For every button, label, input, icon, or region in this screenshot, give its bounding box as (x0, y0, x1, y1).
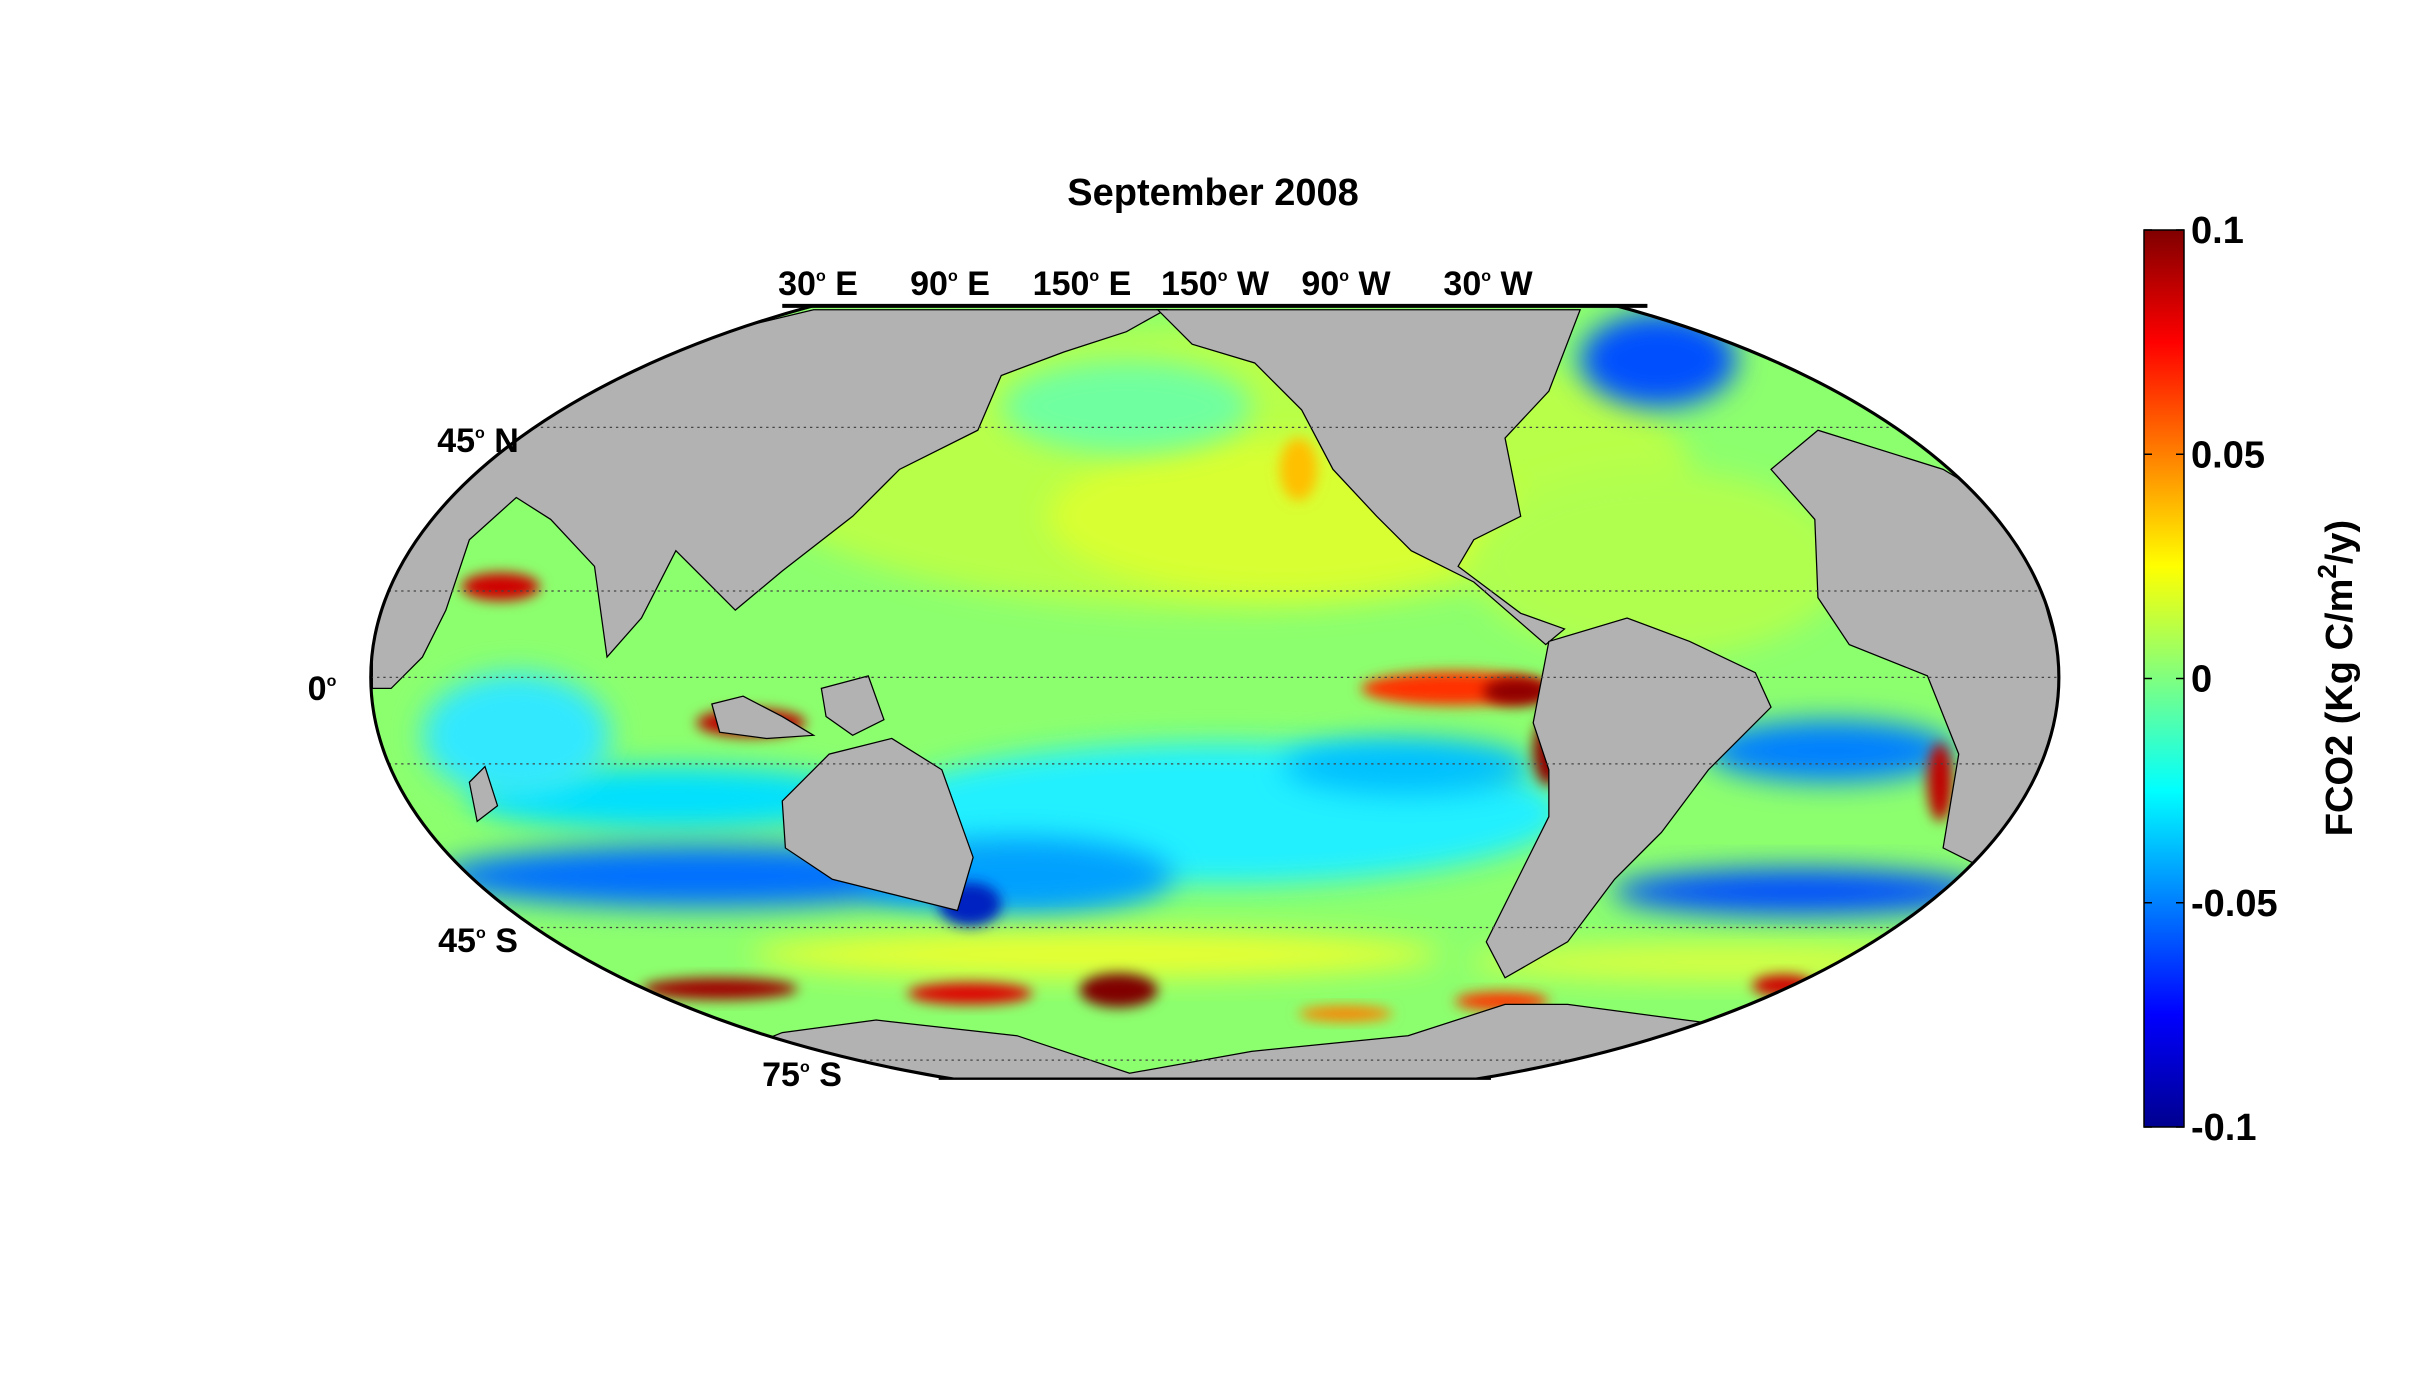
flux-hotspot (907, 982, 1033, 1005)
land-polygon (1485, 617, 1772, 979)
colorbar: 0.1 0.05 0 -0.05 -0.1 FCO2 (Kg C/m2/y) (2143, 210, 2361, 1149)
flux-hotspot (1279, 438, 1318, 501)
flux-region (422, 672, 611, 798)
lon-label: 30o W (1443, 265, 1533, 303)
latitude-labels: 45o N 0o 45o S 75o S (308, 422, 842, 1094)
colorbar-label: FCO2 (Kg C/m2/y) (2312, 520, 2361, 836)
colorbar-tick-label: 0.05 (2191, 434, 2265, 476)
land-polygon (1156, 309, 1582, 646)
colorbar-tick-label: -0.05 (2191, 883, 2278, 925)
flux-hotspot (461, 572, 540, 601)
flux-hotspot (1927, 743, 1953, 822)
land-polygon (468, 765, 499, 823)
flux-region (1001, 359, 1252, 454)
flux-region (1580, 312, 1737, 407)
lon-label: 90o W (1301, 265, 1391, 303)
flux-region (1705, 719, 1956, 783)
colorbar-tick-label: 0 (2191, 659, 2212, 701)
lat-label: 0o (308, 670, 337, 708)
map-outline (369, 305, 2061, 1080)
lon-label: 30o E (778, 265, 858, 303)
lon-label: 150o W (1161, 265, 1270, 303)
longitude-labels: 30o E 90o E 150o E 150o W 90o W 30o W (778, 265, 1533, 303)
flux-region (1470, 469, 1847, 658)
lon-label: 90o E (910, 265, 990, 303)
flux-hotspot (641, 977, 798, 1000)
colorbar-tick-label: -0.1 (2191, 1107, 2256, 1149)
colorbar-tick-label: 0.1 (2191, 210, 2244, 252)
land-polygon (781, 737, 974, 912)
lat-label: 45o S (438, 922, 518, 960)
flux-hotspot (1483, 677, 1552, 706)
map-area (369, 305, 2061, 1080)
graticule (370, 426, 2059, 1061)
flux-region (1282, 738, 1534, 795)
flux-hotspot (1298, 1005, 1393, 1022)
flux-region (1611, 868, 1987, 916)
lon-label: 150o E (1033, 265, 1132, 303)
land-polygon (711, 695, 816, 740)
chart-title: September 2008 (1067, 172, 1359, 214)
flux-region (750, 930, 1440, 978)
lat-label: 45o N (437, 422, 519, 460)
flux-hotspot (1079, 973, 1158, 1008)
lat-label: 75o S (762, 1056, 842, 1094)
